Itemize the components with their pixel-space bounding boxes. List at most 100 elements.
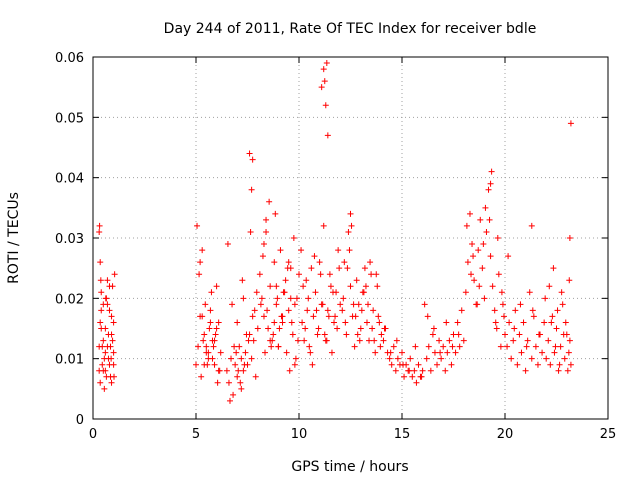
data-point: [224, 241, 231, 248]
data-point: [321, 78, 328, 85]
data-point: [287, 295, 294, 302]
data-point: [315, 325, 322, 332]
data-point: [98, 289, 105, 296]
data-point: [421, 301, 428, 308]
data-point: [239, 277, 246, 284]
data-point: [438, 355, 445, 362]
data-point: [320, 66, 327, 73]
data-point: [111, 373, 118, 380]
data-point: [400, 361, 407, 368]
data-point: [423, 355, 430, 362]
data-point: [476, 283, 483, 290]
data-point: [294, 337, 301, 344]
data-point: [202, 301, 209, 308]
data-point: [539, 349, 546, 356]
data-point: [217, 349, 224, 356]
x-tick-label: 20: [497, 427, 514, 442]
data-point: [104, 343, 111, 350]
data-point: [449, 343, 456, 350]
data-point: [289, 331, 296, 338]
data-point: [358, 307, 365, 314]
data-point: [443, 319, 450, 326]
data-point: [250, 337, 257, 344]
data-point: [375, 313, 382, 320]
data-point: [343, 331, 350, 338]
data-point: [251, 307, 258, 314]
data-point: [193, 361, 199, 368]
data-point: [323, 337, 330, 344]
data-point: [240, 367, 247, 374]
data-point: [110, 349, 117, 356]
data-point: [270, 331, 277, 338]
data-point: [543, 355, 550, 362]
data-point: [370, 307, 377, 314]
data-point: [407, 355, 414, 362]
data-point: [556, 361, 563, 368]
data-point: [446, 337, 453, 344]
data-point: [388, 361, 395, 368]
data-point: [354, 331, 361, 338]
data-point: [275, 343, 282, 350]
y-tick-label: 0.01: [55, 353, 84, 368]
data-point: [106, 307, 113, 314]
data-point: [464, 259, 471, 266]
data-point: [555, 367, 562, 374]
data-point: [504, 343, 511, 350]
data-point: [454, 319, 461, 326]
data-point: [212, 331, 219, 338]
data-point: [557, 343, 564, 350]
data-point: [268, 343, 275, 350]
data-point: [271, 319, 278, 326]
data-point: [418, 373, 425, 380]
data-point: [232, 361, 239, 368]
axis-ticks: 0 5 10 15 20 25 0 0.01 0.02 0.03 0.04 0.05 0.06: [55, 51, 616, 442]
data-point: [225, 379, 232, 386]
data-point: [306, 343, 313, 350]
data-point: [360, 289, 367, 296]
data-point: [345, 228, 352, 235]
data-point: [207, 319, 214, 326]
data-point: [279, 313, 286, 320]
data-point: [561, 355, 568, 362]
data-point: [273, 301, 280, 308]
data-point: [512, 307, 519, 314]
data-point: [374, 283, 381, 290]
data-point: [111, 271, 118, 278]
data-point: [548, 319, 555, 326]
data-point: [198, 373, 205, 380]
data-point: [285, 259, 292, 266]
data-point: [460, 337, 467, 344]
data-point: [567, 361, 574, 368]
data-point: [553, 325, 560, 332]
data-point: [551, 349, 558, 356]
data-point: [288, 319, 295, 326]
data-point: [431, 349, 438, 356]
data-point: [468, 271, 475, 278]
data-point: [566, 235, 573, 241]
data-point: [550, 265, 557, 272]
data-point: [201, 361, 208, 368]
data-point: [283, 349, 290, 356]
data-point: [197, 313, 204, 320]
data-point: [327, 283, 334, 290]
data-point: [378, 331, 385, 338]
data-point: [498, 289, 505, 296]
data-point: [99, 361, 106, 368]
data-point: [499, 301, 506, 308]
data-point: [456, 343, 463, 350]
data-point: [371, 337, 378, 344]
data-point: [263, 228, 270, 235]
data-point: [211, 337, 218, 344]
data-point: [303, 277, 310, 284]
data-point: [108, 313, 115, 320]
data-point: [546, 283, 553, 290]
data-point: [318, 84, 325, 91]
data-point: [316, 259, 323, 266]
plot-frame: [92, 56, 609, 420]
data-point: [462, 289, 469, 296]
chart-title: Day 244 of 2011, Rate Of TEC Index for r…: [164, 21, 537, 37]
data-point: [362, 283, 369, 290]
data-point: [96, 343, 103, 350]
data-point: [108, 331, 115, 338]
